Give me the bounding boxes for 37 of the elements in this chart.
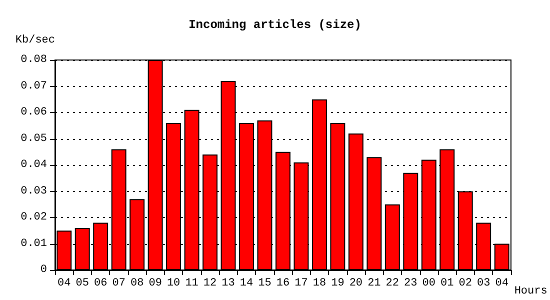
x-tick-label: 18 [312,278,326,290]
x-tick-label: 05 [76,278,89,290]
x-tick-label: 04 [495,278,509,290]
x-tick-label: 10 [166,278,180,290]
y-tick-label: 0.02 [20,212,47,224]
x-tick-label: 01 [440,278,454,290]
x-tick-label: 14 [240,278,254,290]
x-tick-label: 16 [276,278,290,290]
x-tick-label: 19 [331,278,344,290]
x-tick-label: 22 [386,278,400,290]
chart-title: Incoming articles (size) [188,18,362,32]
y-tick-label: 0.07 [20,80,47,92]
x-tick-label: 03 [476,278,490,290]
x-tick-label: 02 [458,278,472,290]
x-tick-label: 00 [422,278,436,290]
x-axis-title: Hours [514,286,548,298]
x-tick-label: 04 [58,278,72,290]
x-tick-label: 17 [294,278,308,290]
y-tick-label: 0.05 [20,132,47,145]
y-tick-label: 0.04 [20,159,48,171]
y-axis-title: Kb/sec [15,34,55,46]
y-tick-label: 0.08 [20,54,47,66]
y-tick-label: 0.01 [20,238,48,250]
y-tick-label: 0.03 [20,185,47,198]
y-tick-label: 0 [40,264,47,276]
x-tick-label: 07 [112,278,126,290]
x-tick-label: 13 [222,278,235,290]
x-tick-label: 15 [258,278,272,290]
x-tick-label: 12 [203,278,217,290]
x-tick-label: 11 [185,278,199,290]
x-tick-label: 08 [130,278,144,290]
x-tick-label: 09 [148,278,162,290]
x-tick-label: 21 [368,278,382,290]
y-tick-label: 0.06 [20,106,47,118]
x-tick-label: 06 [94,278,108,290]
x-tick-label: 20 [349,278,363,290]
x-tick-label: 23 [404,278,418,290]
